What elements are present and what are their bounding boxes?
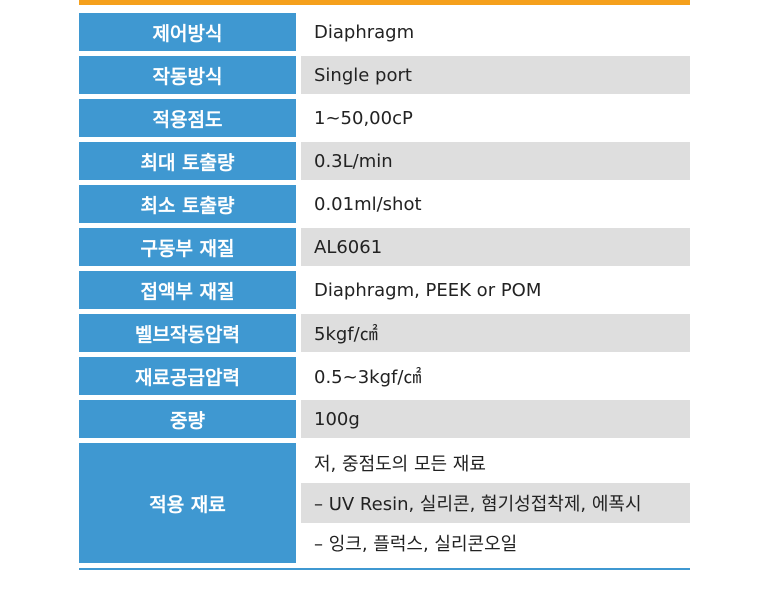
materials-line: – 잉크, 플럭스, 실리콘오일 <box>301 523 690 563</box>
spec-label: 중량 <box>79 400 296 438</box>
spec-label: 작동방식 <box>79 56 296 94</box>
spec-row-viscosity: 적용점도 1~50,00cP <box>79 99 690 137</box>
spec-row-weight: 중량 100g <box>79 400 690 438</box>
spec-value: 100g <box>301 400 690 438</box>
spec-value: 0.5~3kgf/㎠ <box>301 357 690 395</box>
spec-label: 재료공급압력 <box>79 357 296 395</box>
spec-row-max-output: 최대 토출량 0.3L/min <box>79 142 690 180</box>
top-accent-bar <box>79 0 690 5</box>
spec-label: 구동부 재질 <box>79 228 296 266</box>
spec-row-operation-method: 작동방식 Single port <box>79 56 690 94</box>
spec-value: Diaphragm, PEEK or POM <box>301 271 690 309</box>
spec-value: 1~50,00cP <box>301 99 690 137</box>
spec-table: 제어방식 Diaphragm 작동방식 Single port 적용점도 1~5… <box>79 13 690 563</box>
spec-value: 0.01ml/shot <box>301 185 690 223</box>
spec-row-drive-material: 구동부 재질 AL6061 <box>79 228 690 266</box>
bottom-border-bar <box>79 568 690 570</box>
spec-value: 5kgf/㎠ <box>301 314 690 352</box>
spec-label: 접액부 재질 <box>79 271 296 309</box>
materials-line: 저, 중점도의 모든 재료 <box>301 443 690 483</box>
materials-list: 저, 중점도의 모든 재료 – UV Resin, 실리콘, 혐기성접착제, 에… <box>301 443 690 563</box>
spec-label: 벨브작동압력 <box>79 314 296 352</box>
spec-value: Single port <box>301 56 690 94</box>
spec-row-control-method: 제어방식 Diaphragm <box>79 13 690 51</box>
spec-value: AL6061 <box>301 228 690 266</box>
spec-row-supply-pressure: 재료공급압력 0.5~3kgf/㎠ <box>79 357 690 395</box>
spec-row-min-output: 최소 토출량 0.01ml/shot <box>79 185 690 223</box>
spec-label: 최소 토출량 <box>79 185 296 223</box>
spec-label: 적용점도 <box>79 99 296 137</box>
spec-row-valve-pressure: 벨브작동압력 5kgf/㎠ <box>79 314 690 352</box>
spec-row-wetted-material: 접액부 재질 Diaphragm, PEEK or POM <box>79 271 690 309</box>
spec-value: Diaphragm <box>301 13 690 51</box>
spec-label: 적용 재료 <box>79 443 296 563</box>
spec-row-applicable-materials: 적용 재료 저, 중점도의 모든 재료 – UV Resin, 실리콘, 혐기성… <box>79 443 690 563</box>
spec-label: 제어방식 <box>79 13 296 51</box>
spec-value: 0.3L/min <box>301 142 690 180</box>
materials-line: – UV Resin, 실리콘, 혐기성접착제, 에폭시 <box>301 483 690 523</box>
spec-label: 최대 토출량 <box>79 142 296 180</box>
